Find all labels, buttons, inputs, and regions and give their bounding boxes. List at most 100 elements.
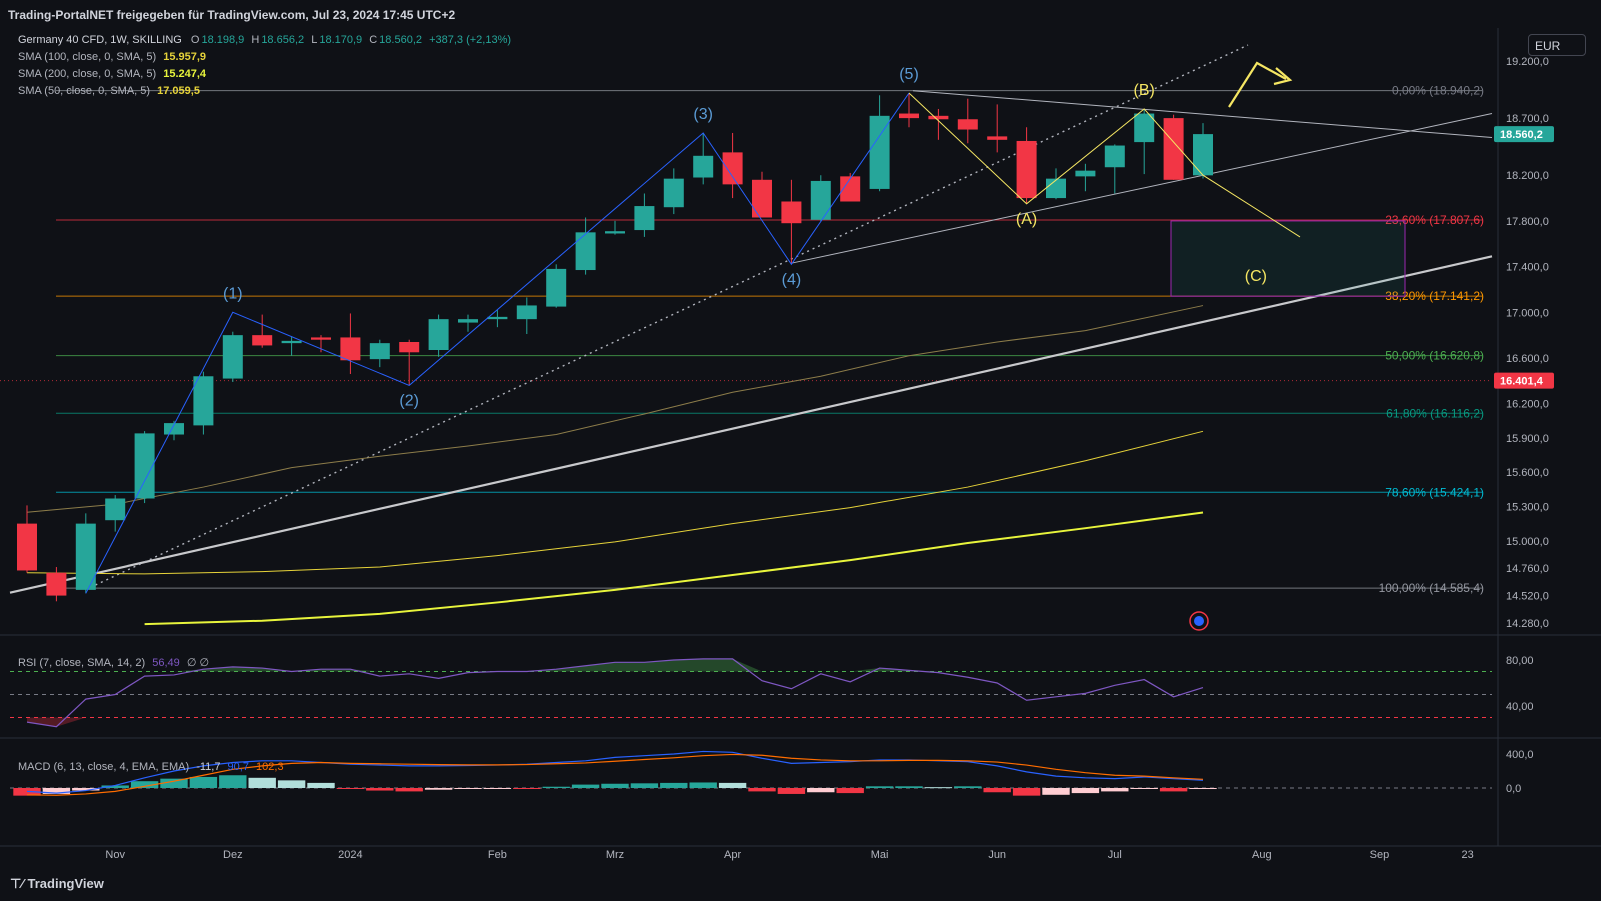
macd-histogram-bar (336, 788, 365, 789)
rsi-value: 56,49 (152, 657, 180, 669)
macd-label: MACD (6, 13, close, 4, EMA, EMA) (18, 761, 190, 773)
x-tick-label: Aug (1252, 849, 1272, 861)
macd-histogram-bar (277, 780, 306, 788)
candle-body (899, 113, 919, 119)
fib-level-label: 50,00% (16.620,8) (1385, 349, 1484, 363)
fib-level-label: 0,00% (18.940,2) (1392, 84, 1484, 98)
sma200-label: SMA (200, close, 0, SMA, 5) (18, 68, 157, 80)
rsi-line (26, 658, 1204, 728)
candle-body (810, 180, 831, 220)
macd-histogram-bar (307, 782, 335, 788)
macd-histogram-bar (748, 788, 776, 792)
y-tick-label: 15.300,0 (1506, 501, 1549, 513)
currency-selector[interactable]: EUR (1528, 34, 1586, 56)
tradingview-logo[interactable]: ⊤⁄ TradingView (10, 876, 104, 892)
ohlc-high: 18.656,2 (261, 34, 305, 46)
macd-histogram-bar (483, 788, 512, 789)
sma100-line (26, 430, 1204, 575)
x-tick-label: Mrz (606, 849, 624, 861)
x-tick-label: Nov (105, 849, 125, 861)
candle-body (428, 319, 449, 350)
candle-body (75, 523, 96, 590)
x-tick-label: Mai (871, 849, 889, 861)
macd-histogram-bar (454, 788, 482, 789)
rsi-extra: ∅ ∅ (186, 657, 210, 669)
candle-body (1193, 134, 1213, 176)
candle-body (252, 335, 273, 346)
x-tick-label: Jun (988, 849, 1006, 861)
macd-histogram-bar (72, 788, 100, 791)
candle-body (399, 342, 420, 353)
macd-histogram-bar (248, 777, 276, 788)
candle-body (1016, 140, 1037, 199)
sma200-value: 15.247,4 (163, 68, 207, 80)
macd-legend[interactable]: MACD (6, 13, close, 4, EMA, EMA) -11,7 9… (18, 761, 284, 773)
rsi-legend[interactable]: RSI (7, close, SMA, 14, 2) 56,49 ∅ ∅ (18, 656, 209, 669)
symbol-legend: Germany 40 CFD, 1W, SKILLING O 18.198,9 H… (18, 34, 511, 46)
wave-label-blue: (4) (782, 271, 802, 288)
wave-label-blue: (2) (399, 392, 419, 409)
candle-body (487, 316, 508, 320)
wave-label-blue: (3) (693, 106, 713, 123)
x-tick-label: Jul (1108, 849, 1122, 861)
rsi-tick-label: 40,00 (1506, 701, 1534, 713)
candle-body (634, 206, 655, 231)
candle-body (928, 115, 949, 120)
macd-signal-line (26, 753, 1204, 796)
price-tag (1494, 126, 1554, 143)
y-tick-label: 17.000,0 (1506, 307, 1549, 319)
fib-level-label: 100,00% (14.585,4) (1379, 581, 1484, 595)
y-tick-label: 18.200,0 (1506, 170, 1549, 182)
macd-histogram-bar (983, 788, 1011, 793)
sma50-legend[interactable]: SMA (50, close, 0, SMA, 5) 17.059,5 (18, 85, 200, 97)
symbol-name[interactable]: Germany 40 CFD, 1W, SKILLING (18, 34, 182, 46)
y-tick-label: 15.900,0 (1506, 433, 1549, 445)
candle-body (369, 343, 390, 360)
publisher-text: Trading-PortalNET freigegeben für Tradin… (8, 8, 456, 22)
candle-body (311, 337, 331, 340)
macd-histogram-bar (718, 782, 747, 788)
sma200-legend[interactable]: SMA (200, close, 0, SMA, 5) 15.247,4 (18, 68, 206, 80)
macd-histogram-bar (807, 788, 835, 793)
elliott-wave-yellow-path (908, 92, 1301, 238)
fib-level-label: 23,60% (17.807,6) (1385, 213, 1484, 227)
y-tick-label: 16.200,0 (1506, 399, 1549, 411)
x-tick-label: 2024 (338, 849, 362, 861)
trendline-upper-channel (912, 90, 1493, 139)
macd-histogram-bar (571, 784, 600, 788)
sma100-legend[interactable]: SMA (100, close, 0, SMA, 5) 15.957,9 (18, 51, 206, 63)
ohlc-close-label: C (369, 34, 378, 46)
wave-label-yellow: (C) (1245, 268, 1267, 285)
y-tick-label: 18.700,0 (1506, 113, 1549, 125)
y-tick-label: 15.600,0 (1506, 467, 1549, 479)
ohlc-close: 18.560,2 (379, 34, 422, 46)
y-tick-label: 19.200,0 (1506, 56, 1549, 68)
macd-histogram-bar (689, 782, 717, 788)
y-tick-label: 16.600,0 (1506, 353, 1549, 365)
candle-body (1134, 113, 1155, 143)
y-tick-label: 14.280,0 (1506, 618, 1549, 630)
candle-body (105, 498, 126, 521)
tradingview-icon: ⊤⁄ (10, 876, 24, 891)
candle-body (957, 119, 978, 130)
candle-body (516, 305, 537, 320)
candle-body (693, 155, 714, 178)
macd-histogram-bar (1130, 788, 1158, 789)
publisher-bar: Trading-PortalNET freigegeben für Tradin… (0, 0, 1601, 28)
macd-histogram-bar (366, 788, 394, 791)
wave-label-yellow: (B) (1134, 82, 1155, 99)
macd-histogram-bar (954, 786, 982, 788)
x-tick-label: 23 (1461, 849, 1473, 861)
macd-histogram-bar (160, 778, 188, 788)
candle-body (987, 136, 1008, 140)
fib-level-label: 78,60% (15.424,1) (1385, 485, 1484, 499)
price-tag (1494, 372, 1554, 389)
macd-histogram-bar (42, 788, 71, 794)
macd-histogram-bar (1189, 788, 1217, 790)
candle-body (340, 337, 361, 361)
candle-body (575, 232, 596, 271)
candle-body (781, 201, 802, 224)
macd-histogram-bar (1101, 788, 1129, 792)
wave-label-blue: (1) (223, 285, 243, 302)
